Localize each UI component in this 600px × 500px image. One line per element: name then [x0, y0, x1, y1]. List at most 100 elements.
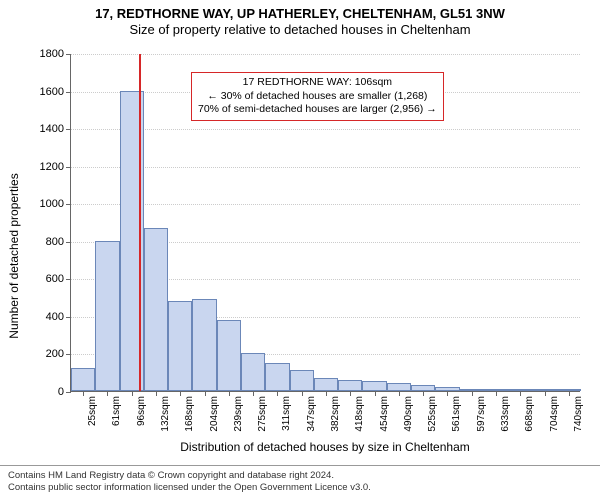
xtick-label: 597sqm: [476, 391, 487, 432]
y-axis-label: Number of detached properties: [7, 173, 21, 338]
ytick-label: 1600: [24, 86, 64, 98]
xtick-mark: [253, 391, 254, 396]
gridline: [71, 204, 580, 205]
gridline: [71, 129, 580, 130]
xtick-mark: [545, 391, 546, 396]
ytick-mark: [66, 354, 71, 355]
ytick-mark: [66, 392, 71, 393]
ytick-mark: [66, 92, 71, 93]
histogram-bar: [290, 370, 314, 391]
ytick-mark: [66, 54, 71, 55]
ytick-label: 1400: [24, 123, 64, 135]
histogram-bar: [95, 241, 119, 391]
histogram-bar: [314, 378, 338, 391]
xtick-mark: [229, 391, 230, 396]
histogram-bar: [532, 389, 556, 391]
xtick-mark: [447, 391, 448, 396]
histogram-bar: [435, 387, 459, 391]
gridline: [71, 54, 580, 55]
xtick-label: 633sqm: [500, 391, 511, 432]
xtick-label: 204sqm: [209, 391, 220, 432]
xtick-mark: [205, 391, 206, 396]
title-line1: 17, REDTHORNE WAY, UP HATHERLEY, CHELTEN…: [0, 6, 600, 22]
xtick-label: 704sqm: [549, 391, 560, 432]
footer-attribution: Contains HM Land Registry data © Crown c…: [0, 465, 600, 500]
xtick-mark: [277, 391, 278, 396]
histogram-bar: [265, 363, 289, 391]
histogram-bar: [411, 385, 435, 391]
xtick-mark: [520, 391, 521, 396]
histogram-bar: [557, 389, 581, 391]
plot-area: 25sqm61sqm96sqm132sqm168sqm204sqm239sqm2…: [70, 54, 580, 392]
histogram-bar: [168, 301, 192, 391]
ytick-label: 0: [24, 386, 64, 398]
xtick-mark: [107, 391, 108, 396]
ytick-label: 1800: [24, 48, 64, 60]
xtick-mark: [326, 391, 327, 396]
xtick-label: 96sqm: [136, 391, 147, 426]
annotation-line: 17 REDTHORNE WAY: 106sqm: [198, 76, 437, 90]
ytick-mark: [66, 279, 71, 280]
xtick-label: 168sqm: [184, 391, 195, 432]
ytick-label: 1200: [24, 161, 64, 173]
ytick-label: 800: [24, 236, 64, 248]
title-line2: Size of property relative to detached ho…: [0, 22, 600, 38]
annotation-box: 17 REDTHORNE WAY: 106sqm← 30% of detache…: [191, 72, 444, 121]
xtick-label: 239sqm: [233, 391, 244, 432]
histogram-bar: [484, 389, 508, 391]
annotation-line: ← 30% of detached houses are smaller (1,…: [198, 90, 437, 104]
histogram-bar: [217, 320, 241, 391]
xtick-mark: [399, 391, 400, 396]
xtick-mark: [496, 391, 497, 396]
xtick-mark: [569, 391, 570, 396]
footer-line1: Contains HM Land Registry data © Crown c…: [8, 470, 592, 482]
xtick-mark: [180, 391, 181, 396]
xtick-label: 525sqm: [427, 391, 438, 432]
histogram-bar: [144, 228, 168, 391]
xtick-mark: [423, 391, 424, 396]
ytick-mark: [66, 204, 71, 205]
xtick-label: 347sqm: [306, 391, 317, 432]
histogram-bar: [192, 299, 216, 391]
ytick-label: 200: [24, 348, 64, 360]
chart-container: Number of detached properties 25sqm61sqm…: [0, 44, 600, 454]
footer-line2: Contains public sector information licen…: [8, 482, 592, 494]
histogram-bar: [508, 389, 532, 391]
x-axis-label: Distribution of detached houses by size …: [70, 440, 580, 454]
annotation-line: 70% of semi-detached houses are larger (…: [198, 103, 437, 117]
xtick-label: 418sqm: [354, 391, 365, 432]
gridline: [71, 167, 580, 168]
xtick-mark: [156, 391, 157, 396]
xtick-label: 311sqm: [281, 391, 292, 431]
ytick-mark: [66, 167, 71, 168]
marker-line: [139, 54, 141, 391]
xtick-label: 25sqm: [87, 391, 98, 426]
xtick-mark: [375, 391, 376, 396]
xtick-label: 740sqm: [573, 391, 584, 432]
histogram-bar: [338, 380, 362, 391]
histogram-bar: [71, 368, 95, 391]
xtick-label: 561sqm: [451, 391, 462, 432]
xtick-label: 668sqm: [524, 391, 535, 432]
ytick-mark: [66, 129, 71, 130]
xtick-mark: [302, 391, 303, 396]
histogram-bar: [241, 353, 265, 391]
histogram-bar: [387, 383, 411, 391]
xtick-label: 454sqm: [379, 391, 390, 432]
xtick-label: 61sqm: [111, 391, 122, 426]
xtick-label: 132sqm: [160, 391, 171, 432]
xtick-mark: [83, 391, 84, 396]
histogram-bar: [460, 389, 484, 391]
xtick-label: 382sqm: [330, 391, 341, 432]
chart-title-block: 17, REDTHORNE WAY, UP HATHERLEY, CHELTEN…: [0, 0, 600, 39]
ytick-mark: [66, 242, 71, 243]
xtick-label: 275sqm: [257, 391, 268, 432]
xtick-mark: [472, 391, 473, 396]
ytick-label: 1000: [24, 198, 64, 210]
histogram-bar: [362, 381, 386, 391]
ytick-mark: [66, 317, 71, 318]
ytick-label: 400: [24, 311, 64, 323]
xtick-mark: [132, 391, 133, 396]
xtick-mark: [350, 391, 351, 396]
xtick-label: 490sqm: [403, 391, 414, 432]
